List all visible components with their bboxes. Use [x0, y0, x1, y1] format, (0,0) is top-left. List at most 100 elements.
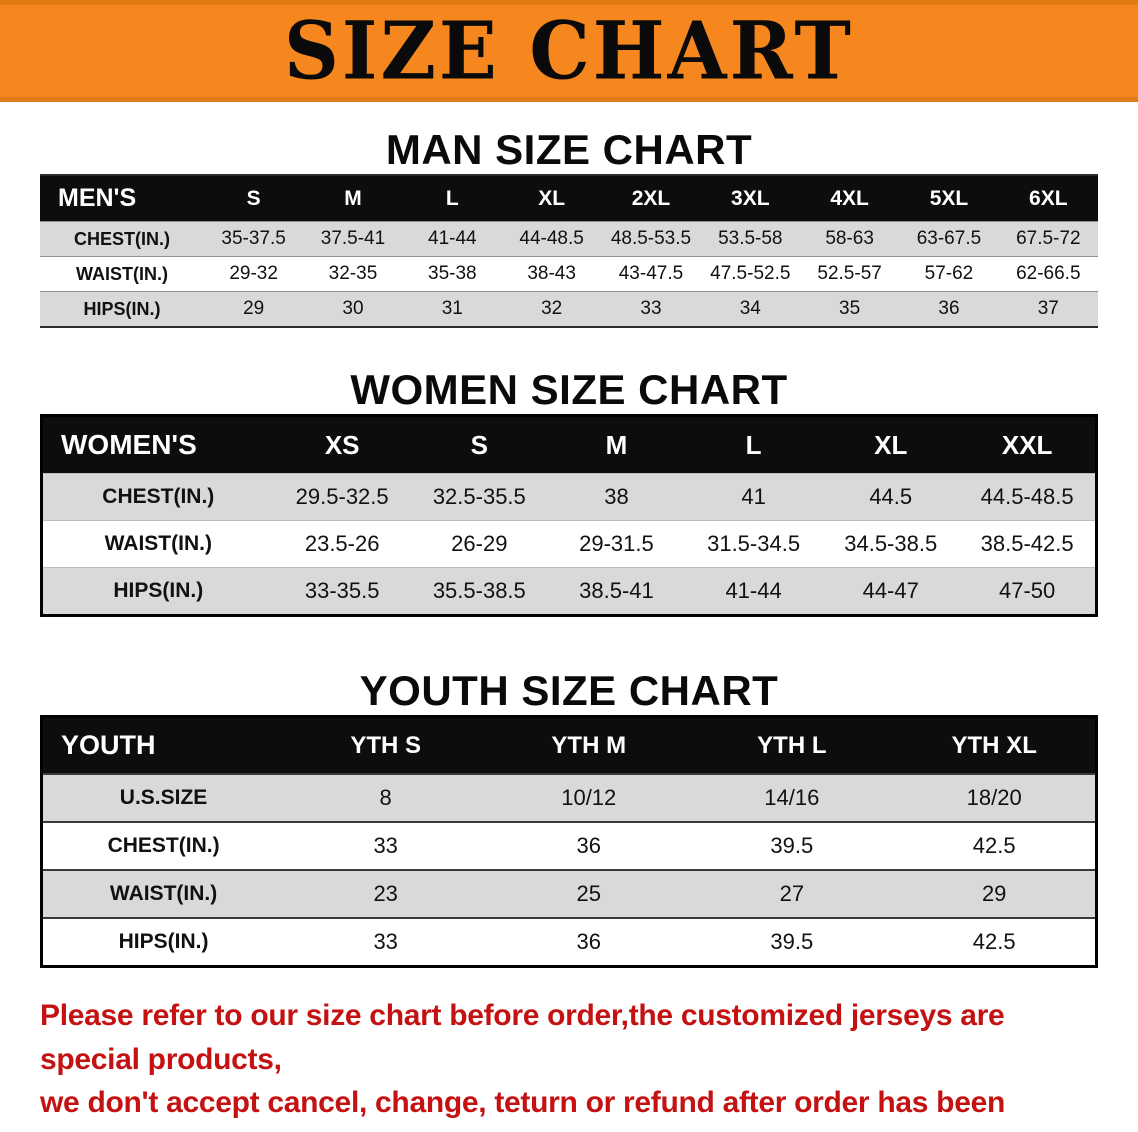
size-column-header: YTH XL: [893, 716, 1097, 774]
size-value-cell: 37.5-41: [303, 221, 403, 257]
table-corner-label: MEN'S: [40, 175, 204, 222]
size-value-cell: 34.5-38.5: [822, 520, 960, 568]
size-value-cell: 35-38: [402, 256, 502, 292]
size-value-cell: 37: [998, 291, 1098, 327]
size-chart-banner: SIZE CHART: [0, 0, 1138, 102]
size-value-cell: 53.5-58: [700, 221, 800, 257]
youth-size-section: YOUTH SIZE CHART YOUTH YTH S YTH M YTH L YTH…: [0, 667, 1138, 968]
women-size-table: WOMEN'S XS S M L XL XXL CHEST(IN.) 29.5-32.5 32.5…: [40, 414, 1098, 617]
size-column-header: S: [410, 415, 548, 474]
size-value-cell: 38.5-42.5: [959, 520, 1097, 568]
size-value-cell: 44.5-48.5: [959, 473, 1097, 521]
size-column-header: YTH S: [284, 716, 488, 774]
size-value-cell: 52.5-57: [799, 256, 900, 292]
size-value-cell: 41-44: [685, 567, 823, 616]
size-column-header: L: [685, 415, 823, 474]
size-value-cell: 29.5-32.5: [273, 473, 411, 521]
size-value-cell: 38: [547, 473, 686, 521]
size-value-cell: 43-47.5: [601, 256, 701, 292]
size-value-cell: 32: [501, 291, 602, 327]
row-label: CHEST(IN.): [40, 221, 204, 257]
size-column-header: M: [547, 415, 686, 474]
table-row: U.S.SIZE 8 10/12 14/16 18/20: [41, 773, 1097, 822]
table-row: WAIST(IN.) 23 25 27 29: [41, 869, 1097, 918]
table-header-row: WOMEN'S XS S M L XL XXL: [41, 415, 1097, 474]
size-value-cell: 33: [284, 821, 488, 870]
row-label: CHEST(IN.): [41, 821, 285, 870]
size-value-cell: 31.5-34.5: [685, 520, 823, 568]
table-row: CHEST(IN.) 29.5-32.5 32.5-35.5 38 41 44.5 44.5…: [41, 473, 1097, 521]
size-value-cell: 32-35: [303, 256, 403, 292]
size-value-cell: 33-35.5: [273, 567, 411, 616]
size-value-cell: 36: [487, 917, 691, 967]
women-size-section: WOMEN SIZE CHART WOMEN'S XS S M L XL XXL CHEST(…: [0, 366, 1138, 617]
size-value-cell: 23.5-26: [273, 520, 411, 568]
size-value-cell: 36: [899, 291, 999, 327]
size-column-header: YTH M: [487, 716, 691, 774]
table-header-row: MEN'S S M L XL 2XL 3XL 4XL 5XL 6XL: [40, 175, 1098, 222]
table-row: HIPS(IN.) 29 30 31 32 33 34 35 36 37: [40, 291, 1098, 327]
size-value-cell: 41: [685, 473, 823, 521]
row-label: WAIST(IN.): [40, 256, 204, 292]
size-column-header: 5XL: [899, 175, 999, 222]
size-value-cell: 42.5: [893, 917, 1097, 967]
table-corner-label: WOMEN'S: [41, 415, 274, 474]
size-value-cell: 63-67.5: [899, 221, 999, 257]
size-value-cell: 29: [203, 291, 304, 327]
size-value-cell: 34: [700, 291, 800, 327]
men-size-table: MEN'S S M L XL 2XL 3XL 4XL 5XL 6XL CHEST(IN.) 35-37…: [40, 174, 1098, 328]
size-column-header: M: [303, 175, 403, 222]
size-column-header: XL: [822, 415, 960, 474]
size-value-cell: 10/12: [487, 773, 691, 822]
row-label: WAIST(IN.): [41, 520, 274, 568]
size-column-header: XXL: [959, 415, 1097, 474]
size-value-cell: 58-63: [799, 221, 900, 257]
row-label: HIPS(IN.): [41, 567, 274, 616]
size-column-header: YTH L: [690, 716, 894, 774]
size-value-cell: 36: [487, 821, 691, 870]
youth-size-table: YOUTH YTH S YTH M YTH L YTH XL U.S.SIZE 8 10/12…: [40, 715, 1098, 968]
size-value-cell: 8: [284, 773, 488, 822]
size-value-cell: 27: [690, 869, 894, 918]
women-section-heading: WOMEN SIZE CHART: [350, 366, 788, 413]
men-section-heading: MAN SIZE CHART: [385, 126, 753, 173]
size-value-cell: 47-50: [959, 567, 1097, 616]
size-value-cell: 14/16: [690, 773, 894, 822]
table-row: CHEST(IN.) 33 36 39.5 42.5: [41, 821, 1097, 870]
size-value-cell: 29: [893, 869, 1097, 918]
size-value-cell: 29-32: [203, 256, 304, 292]
size-value-cell: 48.5-53.5: [601, 221, 701, 257]
size-value-cell: 35: [799, 291, 900, 327]
size-value-cell: 57-62: [899, 256, 999, 292]
size-column-header: S: [203, 175, 304, 222]
size-value-cell: 23: [284, 869, 488, 918]
men-size-section: MAN SIZE CHART MEN'S S M L XL 2XL 3XL 4XL 5XL 6XL…: [0, 126, 1138, 328]
size-value-cell: 44.5: [822, 473, 960, 521]
size-column-header: 4XL: [799, 175, 900, 222]
table-row: WAIST(IN.) 23.5-26 26-29 29-31.5 31.5-34.5 34…: [41, 520, 1097, 568]
size-value-cell: 35-37.5: [203, 221, 304, 257]
table-corner-label: YOUTH: [41, 716, 285, 774]
table-row: CHEST(IN.) 35-37.5 37.5-41 41-44 44-48.5 48.5…: [40, 221, 1098, 257]
row-label: WAIST(IN.): [41, 869, 285, 918]
size-column-header: 2XL: [601, 175, 701, 222]
size-value-cell: 26-29: [410, 520, 548, 568]
size-value-cell: 44-47: [822, 567, 960, 616]
disclaimer-line-2: we don't accept cancel, change, teturn o…: [40, 1086, 1005, 1132]
size-value-cell: 25: [487, 869, 691, 918]
size-value-cell: 38-43: [501, 256, 602, 292]
table-header-row: YOUTH YTH S YTH M YTH L YTH XL: [41, 716, 1097, 774]
size-value-cell: 67.5-72: [998, 221, 1098, 257]
table-row: HIPS(IN.) 33 36 39.5 42.5: [41, 917, 1097, 967]
size-value-cell: 47.5-52.5: [700, 256, 800, 292]
row-label: CHEST(IN.): [41, 473, 274, 521]
size-value-cell: 39.5: [690, 917, 894, 967]
size-value-cell: 32.5-35.5: [410, 473, 548, 521]
youth-section-heading: YOUTH SIZE CHART: [359, 667, 779, 714]
disclaimer-line-1: Please refer to our size chart before or…: [40, 999, 1005, 1076]
table-row: HIPS(IN.) 33-35.5 35.5-38.5 38.5-41 41-44 44-…: [41, 567, 1097, 616]
size-column-header: L: [402, 175, 502, 222]
size-value-cell: 42.5: [893, 821, 1097, 870]
row-label: U.S.SIZE: [41, 773, 285, 822]
row-label: HIPS(IN.): [41, 917, 285, 967]
